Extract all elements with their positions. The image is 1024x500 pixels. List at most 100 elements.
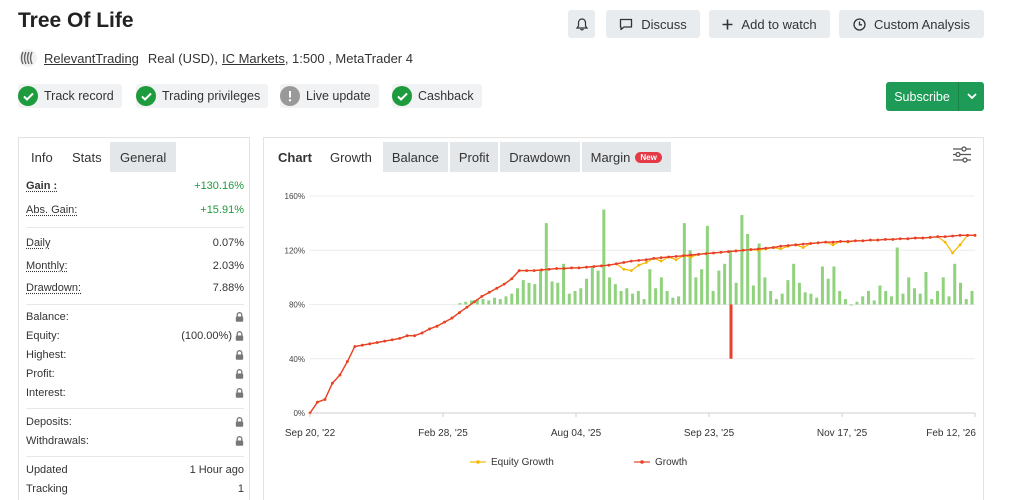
growth-point — [906, 237, 909, 240]
profit-bar — [660, 277, 663, 304]
growth-point — [757, 247, 760, 250]
profit-bar — [867, 291, 870, 305]
equity-series — [309, 234, 977, 414]
stat-label: Abs. Gain: — [26, 204, 77, 216]
growth-point — [652, 257, 655, 260]
tab-info[interactable]: Info — [19, 142, 64, 172]
notify-button[interactable] — [568, 10, 595, 38]
equity-point — [951, 252, 954, 255]
stat-equity: Equity: (100.00%) — [26, 328, 244, 344]
growth-point — [884, 238, 887, 241]
profit-bar — [522, 280, 525, 304]
profit-bar — [671, 298, 674, 305]
y-tick-label: 120% — [285, 246, 305, 255]
subscribe-dropdown[interactable] — [959, 93, 984, 100]
check-icon — [392, 86, 412, 106]
badge-label: Track record — [44, 89, 114, 103]
add-to-watch-button[interactable]: Add to watch — [709, 10, 830, 38]
profit-bar — [781, 294, 784, 305]
equity-point — [959, 243, 962, 246]
growth-point — [772, 246, 775, 249]
y-tick-label: 40% — [289, 355, 305, 364]
custom-analysis-button[interactable]: Custom Analysis — [839, 10, 984, 38]
discuss-button[interactable]: Discuss — [606, 10, 700, 38]
owner-link[interactable]: RelevantTrading — [44, 51, 139, 66]
profit-bar — [936, 291, 939, 305]
clock-icon — [853, 18, 866, 31]
growth-point — [622, 261, 625, 264]
growth-point — [779, 245, 782, 248]
stat-label: Gain : — [26, 180, 57, 192]
growth-point — [480, 295, 483, 298]
growth-point — [443, 321, 446, 324]
check-icon — [136, 86, 156, 106]
stat-label: Balance: — [26, 311, 69, 323]
stat-deposits: Deposits: — [26, 414, 244, 430]
growth-point — [578, 266, 581, 269]
badge-trading-privileges[interactable]: Trading privileges — [136, 84, 268, 108]
growth-point — [690, 254, 693, 257]
profit-bar — [855, 302, 858, 305]
growth-point — [876, 239, 879, 242]
profit-bar — [832, 267, 835, 305]
growth-point — [959, 234, 962, 237]
profit-bar — [643, 299, 646, 304]
growth-point — [809, 242, 812, 245]
profit-bar — [683, 223, 686, 304]
stat-interest: Interest: — [26, 385, 244, 401]
tab-general[interactable]: General — [110, 142, 176, 172]
growth-point — [891, 238, 894, 241]
subscribe-button[interactable]: Subscribe — [886, 82, 984, 111]
bell-icon — [576, 18, 588, 31]
growth-point — [974, 234, 977, 237]
loss-bar — [730, 305, 733, 359]
equity-value: (100.00%) — [181, 330, 244, 342]
profit-bar — [844, 299, 847, 304]
growth-point — [503, 283, 506, 286]
page-title: Tree Of Life — [18, 9, 134, 33]
x-tick-label: Feb 12, '26 — [926, 428, 976, 439]
growth-point — [495, 287, 498, 290]
growth-point — [705, 252, 708, 255]
growth-point — [346, 360, 349, 363]
lock-icon — [235, 331, 244, 341]
growth-point — [466, 306, 469, 309]
growth-point — [936, 235, 939, 238]
equity-point — [637, 264, 640, 267]
stat-gain: Gain : +130.16% — [26, 178, 244, 194]
growth-point — [802, 243, 805, 246]
profit-bar — [602, 210, 605, 305]
equity-point — [660, 260, 663, 263]
growth-point — [764, 247, 767, 250]
profit-bar — [878, 286, 881, 305]
growth-point — [368, 342, 371, 345]
tab-stats[interactable]: Stats — [64, 142, 110, 172]
profit-bar — [873, 300, 876, 304]
stat-value: (100.00%) — [181, 330, 232, 342]
stat-value: 1 — [238, 483, 244, 495]
profit-bar — [901, 294, 904, 305]
x-tick-label: Sep 23, '25 — [684, 428, 735, 439]
badge-live-update[interactable]: Live update — [280, 84, 379, 108]
equity-point — [675, 258, 678, 261]
growth-point — [316, 401, 319, 404]
profit-bar — [539, 269, 542, 304]
badge-track-record[interactable]: Track record — [18, 84, 122, 108]
profit-bar — [930, 299, 933, 304]
profit-bar — [758, 243, 761, 304]
profit-bar — [746, 234, 749, 305]
profit-bar — [919, 294, 922, 305]
badge-cashback[interactable]: Cashback — [392, 84, 482, 108]
profit-bar — [620, 291, 623, 305]
growth-point — [376, 341, 379, 344]
growth-point — [540, 269, 543, 272]
growth-point — [570, 266, 573, 269]
broker-link[interactable]: IC Markets — [222, 51, 285, 66]
profit-bar — [528, 283, 531, 305]
profit-bar — [792, 264, 795, 305]
profit-bar — [850, 305, 853, 306]
growth-point — [787, 244, 790, 247]
profit-bar — [752, 286, 755, 305]
growth-point — [548, 268, 551, 271]
growth-point — [383, 340, 386, 343]
